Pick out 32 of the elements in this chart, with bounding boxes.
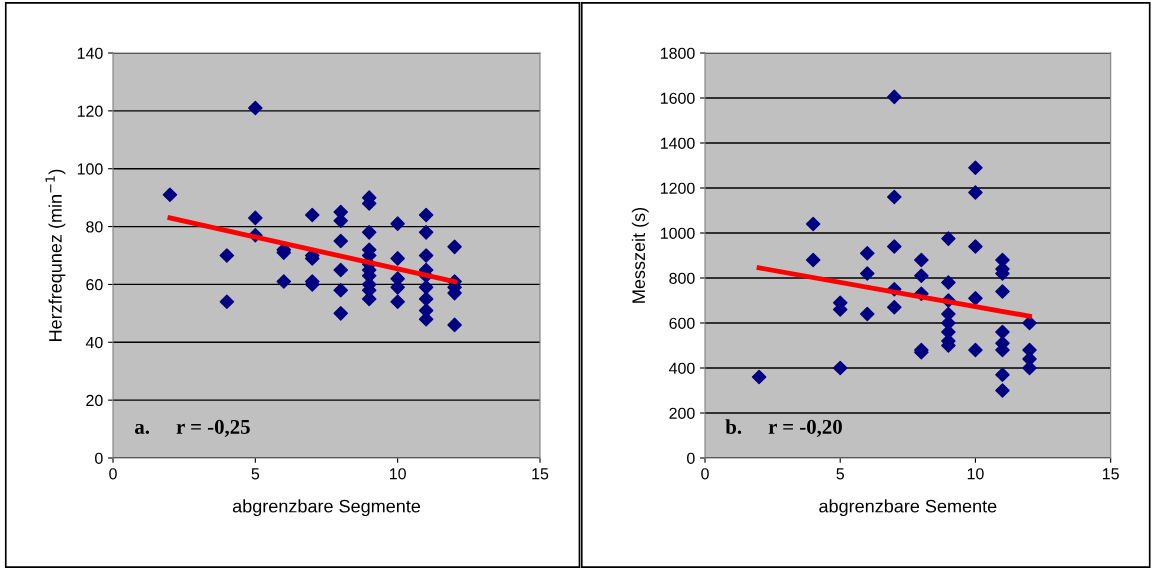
x-tick-label: 10 <box>967 468 984 480</box>
x-tick-label: 0 <box>701 468 709 480</box>
x-tick-label: 10 <box>390 468 406 480</box>
annotation: b. r = -0,20 <box>725 419 842 437</box>
y-tick-label: 600 <box>669 317 695 329</box>
x-tick-label: 15 <box>532 468 549 480</box>
y-tick-label: 100 <box>77 163 103 175</box>
y-tick-label: 40 <box>85 336 103 349</box>
y-tick-label: 1800 <box>660 47 695 59</box>
y-tick-label: 20 <box>86 394 103 407</box>
x-axis-title: abgrenzbare Segmente <box>232 499 421 517</box>
y-tick-label: 1200 <box>660 182 695 194</box>
y-axis-title: Messzeit (s) <box>631 207 649 303</box>
annotation: a. r = -0,25 <box>135 419 250 437</box>
x-tick-label: 15 <box>1102 468 1119 480</box>
x-axis-title: abgrenzbare Semente <box>819 499 997 517</box>
y-tick-label: 0 <box>95 452 103 464</box>
y-tick-label: 400 <box>669 362 695 374</box>
x-tick-label: 0 <box>109 468 117 480</box>
y-tick-label: 140 <box>77 47 103 59</box>
y-tick-label: 1400 <box>660 137 695 149</box>
y-tick-label: 200 <box>669 407 695 419</box>
y-tick-label: 80 <box>86 221 103 233</box>
y-tick-label: 120 <box>77 105 103 117</box>
y-tick-label: 60 <box>86 279 103 291</box>
y-tick-label: 800 <box>669 272 695 284</box>
y-tick-label: 1000 <box>660 227 695 239</box>
y-axis-title: Herzfrequnez (min$^{−1}$) <box>45 169 66 341</box>
y-tick-label: 1600 <box>660 92 695 104</box>
x-tick-label: 5 <box>251 468 260 480</box>
x-tick-label: 5 <box>836 468 844 480</box>
y-tick-label: 0 <box>687 452 695 464</box>
